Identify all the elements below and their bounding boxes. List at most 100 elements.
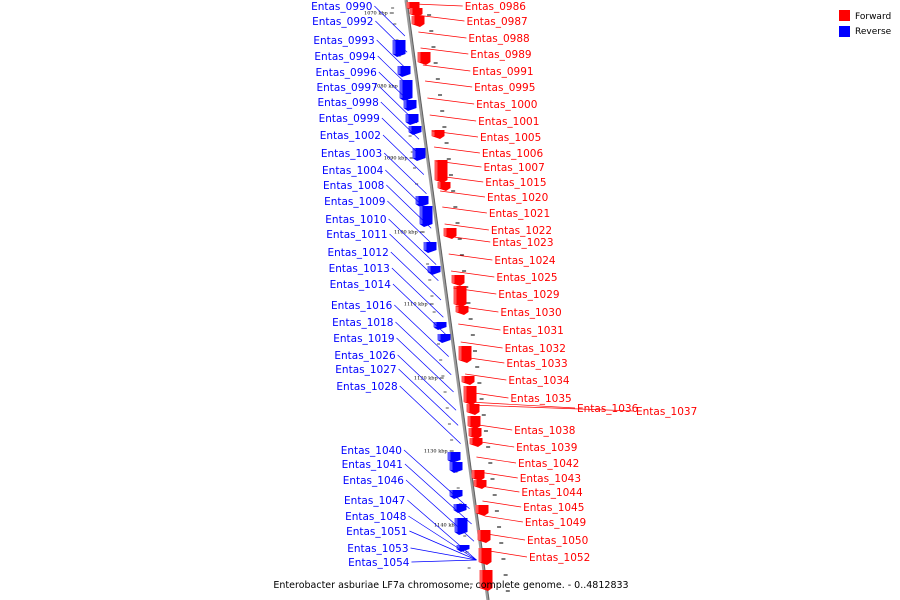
gene-label-reverse: Entas_1004 <box>322 165 384 177</box>
gene-label-forward: Entas_1031 <box>503 325 564 337</box>
leader-line <box>375 20 408 53</box>
gene-label-forward: Entas_1005 <box>480 132 541 144</box>
gene-body <box>479 570 493 588</box>
gene-highlight <box>399 80 403 98</box>
gene-label-forward: Entas_1044 <box>521 487 583 499</box>
leader-line <box>448 253 493 261</box>
gene-block <box>417 52 431 65</box>
gene-block <box>471 470 485 481</box>
leader-line <box>377 55 413 90</box>
gene-label-forward: Entas_0989 <box>470 49 531 61</box>
gene-label-reverse: Entas_1053 <box>347 543 408 555</box>
gene-label-reverse: Entas_0990 <box>311 1 372 13</box>
gene-label-forward: Entas_1037 <box>636 406 697 418</box>
gene-block <box>397 66 411 77</box>
leader-line <box>397 354 457 411</box>
gene-body <box>403 100 417 108</box>
gene-label-reverse: Entas_1019 <box>333 333 394 345</box>
gene-tip <box>449 496 463 499</box>
gene-body <box>449 462 463 470</box>
label-layer: Entas_0990 Entas_0992 Entas_0993 Entas_0994… <box>311 1 697 569</box>
gene-highlight <box>477 530 481 540</box>
gene-body <box>478 548 492 562</box>
leader-line <box>484 515 523 523</box>
leader-line <box>462 356 505 364</box>
gene-body <box>454 518 468 532</box>
leader-line <box>411 559 477 563</box>
gene-tip <box>417 62 431 65</box>
gene-label-reverse: Entas_1009 <box>324 196 385 208</box>
gene-block <box>453 504 467 513</box>
gene-block <box>403 100 417 111</box>
gene-label-forward: Entas_1034 <box>508 375 570 387</box>
legend-reverse-swatch <box>839 26 850 37</box>
gene-label-forward: Entas_1036 <box>577 403 639 415</box>
gene-label-forward: Entas_1022 <box>491 225 552 237</box>
gene-block <box>475 505 489 516</box>
gene-tip <box>453 304 467 307</box>
gene-highlight <box>453 504 457 510</box>
leader-line <box>386 184 432 229</box>
gene-label-reverse: Entas_1040 <box>341 445 402 457</box>
gene-block <box>434 160 448 183</box>
gene-tip <box>466 412 480 415</box>
gene-label-reverse: Entas_1010 <box>325 214 386 226</box>
leader-line <box>471 423 513 431</box>
leader-line <box>429 114 477 122</box>
genome-axis-shade <box>406 0 490 600</box>
leader-line <box>403 449 470 510</box>
leader-line <box>465 373 507 381</box>
gene-body <box>427 266 441 272</box>
gene-label-forward: Entas_1039 <box>516 442 577 454</box>
leader-line <box>390 251 442 301</box>
gene-label-forward: Entas_1038 <box>514 425 575 437</box>
gene-body <box>417 52 431 62</box>
gene-label-forward: Entas_1020 <box>487 192 548 204</box>
gene-label-forward: Entas_1030 <box>500 307 561 319</box>
gene-tip <box>412 158 426 161</box>
gene-label-forward: Entas_1025 <box>496 272 557 284</box>
gene-block <box>466 404 480 415</box>
gene-tip <box>419 224 433 227</box>
gene-highlight <box>475 505 479 513</box>
leader-line <box>383 152 427 195</box>
leader-line <box>379 86 418 124</box>
gene-block <box>409 8 423 17</box>
gene-tip <box>479 588 493 591</box>
leader-line <box>453 287 497 295</box>
leader-line <box>404 463 472 525</box>
leader-line <box>474 440 515 448</box>
gene-block <box>461 376 475 385</box>
gene-label-forward: Entas_1006 <box>482 148 544 160</box>
gene-block <box>427 266 441 275</box>
gene-body <box>453 504 467 510</box>
gene-block <box>431 130 445 139</box>
gene-body <box>437 334 451 340</box>
gene-block <box>437 182 451 191</box>
gene-highlight <box>449 490 453 496</box>
gene-highlight <box>455 306 459 312</box>
gene-tip <box>471 478 485 481</box>
gene-highlight <box>447 452 451 460</box>
gene-tip <box>463 402 477 405</box>
gene-block <box>477 530 491 543</box>
legend-reverse-label: Reverse <box>855 27 892 37</box>
gene-label-reverse: Entas_1003 <box>321 148 382 160</box>
gene-body <box>449 490 463 496</box>
gene-highlight <box>437 182 441 188</box>
gene-label-reverse: Entas_1046 <box>343 475 405 487</box>
gene-label-reverse: Entas_1041 <box>342 459 403 471</box>
leader-line <box>387 200 434 246</box>
gene-body <box>458 346 472 360</box>
scale-label: 1130 kbp <box>424 449 448 455</box>
gene-label-reverse: Entas_1047 <box>344 495 405 507</box>
gene-body <box>453 286 467 304</box>
gene-block <box>392 40 406 57</box>
gene-tip <box>392 54 406 57</box>
gene-label-forward: Entas_1000 <box>476 99 537 111</box>
leader-line <box>416 14 465 22</box>
gene-highlight <box>427 266 431 272</box>
leader-line <box>385 169 430 213</box>
leader-line <box>435 160 482 168</box>
gene-highlight <box>467 416 471 426</box>
